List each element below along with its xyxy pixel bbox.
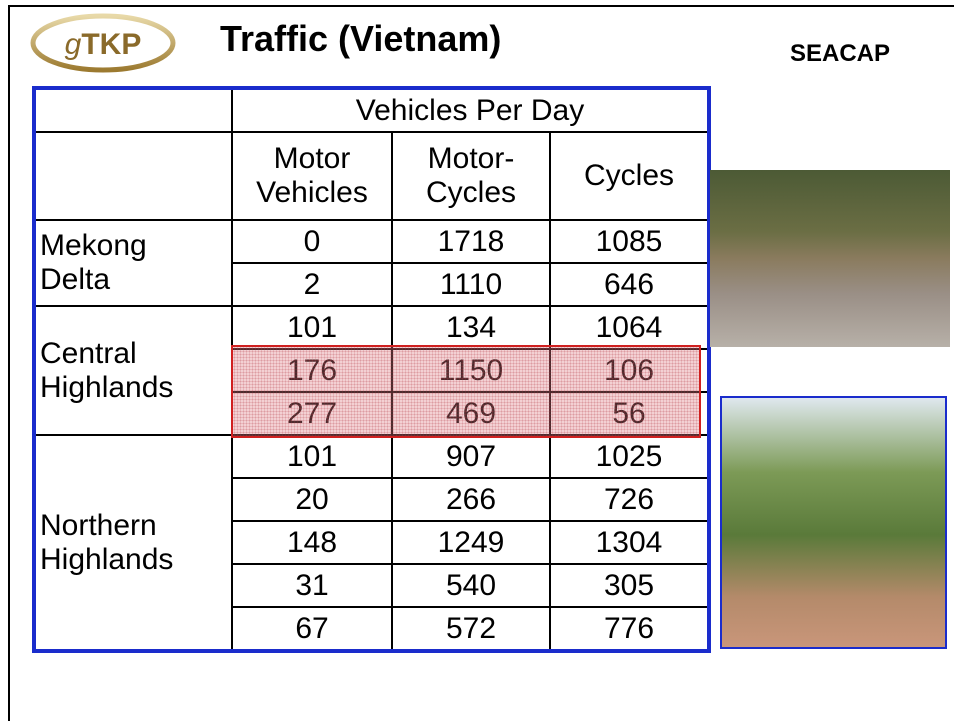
column-header: Motor- Cycles [392,132,550,220]
column-header: Motor Vehicles [232,132,392,220]
value-cell: 2 [232,263,392,306]
frame-line [8,5,10,721]
photo-truck [720,396,947,649]
value-cell: 1110 [392,263,550,306]
value-cell: 0 [232,220,392,263]
brand: SEACAP [790,40,890,68]
row-group-label: Central Highlands [34,306,232,435]
value-cell: 67 [232,607,392,651]
value-cell: 101 [232,435,392,478]
value-cell: 1718 [392,220,550,263]
slide: gTKP Traffic (Vietnam) SEACAP Vehicles P… [0,0,954,721]
value-cell: 1064 [550,306,709,349]
value-cell: 776 [550,607,709,651]
value-cell: 20 [232,478,392,521]
title: Traffic (Vietnam) [220,18,501,60]
value-cell: 1249 [392,521,550,564]
logo: gTKP [28,12,178,74]
value-cell: 1025 [550,435,709,478]
logo-text: gTKP [65,28,142,61]
empty-cell [34,132,232,220]
value-cell: 266 [392,478,550,521]
row-group-label: Mekong Delta [34,220,232,306]
highlight-box [231,345,701,438]
value-cell: 726 [550,478,709,521]
value-cell: 134 [392,306,550,349]
value-cell: 148 [232,521,392,564]
value-cell: 31 [232,564,392,607]
empty-cell [34,88,232,132]
value-cell: 646 [550,263,709,306]
value-cell: 1085 [550,220,709,263]
group-header: Vehicles Per Day [232,88,709,132]
value-cell: 305 [550,564,709,607]
value-cell: 572 [392,607,550,651]
column-header: Cycles [550,132,709,220]
value-cell: 540 [392,564,550,607]
value-cell: 101 [232,306,392,349]
value-cell: 907 [392,435,550,478]
logo-prefix: g [65,28,82,61]
value-cell: 1304 [550,521,709,564]
row-group-label: Northern Highlands [34,435,232,651]
frame-line [8,5,954,7]
photo-tractor [710,170,950,347]
logo-name: TKP [81,28,141,61]
